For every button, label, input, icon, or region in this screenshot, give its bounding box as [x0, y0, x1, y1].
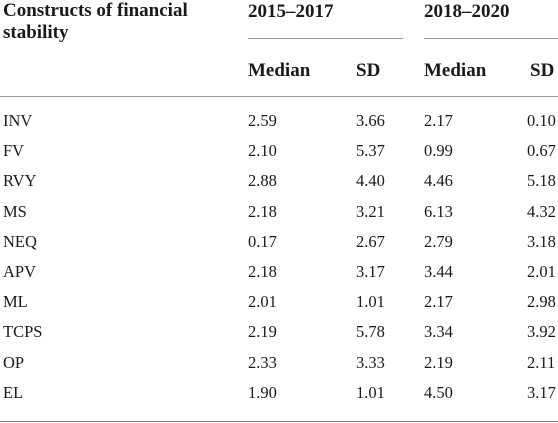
sd-2018-2020: 2.01 [527, 261, 556, 281]
table-row: TCPS 2.19 5.78 3.34 3.92 [0, 322, 558, 352]
median-2018-2020: 2.79 [424, 231, 453, 251]
table-row: INV 2.59 3.66 2.17 0.10 [0, 111, 558, 141]
construct-name: MS [3, 201, 27, 221]
table-row: RVY 2.88 4.40 4.46 5.18 [0, 171, 558, 201]
table-row: FV 2.10 5.37 0.99 0.67 [0, 141, 558, 171]
median-2015-2017: 2.01 [248, 292, 277, 312]
construct-name: NEQ [3, 231, 37, 251]
median-2015-2017: 2.18 [248, 201, 277, 221]
median-2015-2017: 2.18 [248, 261, 277, 281]
median-2015-2017: 2.88 [248, 171, 277, 191]
construct-name: OP [3, 352, 25, 372]
header-rule [0, 96, 558, 97]
bottom-rule [0, 421, 558, 422]
table-row: NEQ 0.17 2.67 2.79 3.18 [0, 232, 558, 262]
construct-name: INV [3, 111, 33, 130]
sd-2015-2017: 4.40 [356, 171, 385, 191]
median-2015-2017: 0.17 [248, 231, 277, 251]
median-2018-2020: 6.13 [424, 201, 453, 221]
period-rule-2 [424, 38, 558, 39]
table-row: MS 2.18 3.21 6.13 4.32 [0, 202, 558, 232]
first-column-header: Constructs of financial stability [3, 0, 188, 43]
sd-2015-2017: 1.01 [356, 382, 385, 402]
median-2018-2020: 4.46 [424, 171, 453, 191]
period-header-2015-2017: 2015–2017 [248, 1, 334, 22]
median-2015-2017: 1.90 [248, 382, 277, 402]
construct-name: FV [3, 141, 25, 161]
construct-name: RVY [3, 171, 37, 191]
median-2018-2020: 2.17 [424, 111, 453, 130]
sd-2015-2017: 1.01 [356, 292, 385, 312]
median-2015-2017: 2.19 [248, 322, 277, 342]
sd-2015-2017: 3.66 [356, 111, 385, 130]
sd-2018-2020: 5.18 [527, 171, 556, 191]
sd-2018-2020: 0.67 [527, 141, 556, 161]
sd-2018-2020: 2.11 [527, 352, 556, 372]
construct-name: ML [3, 292, 28, 312]
sd-2018-2020: 3.18 [527, 231, 556, 251]
sd-2018-2020: 0.10 [527, 111, 556, 130]
median-2018-2020: 3.44 [424, 261, 453, 281]
sd-2015-2017: 3.21 [356, 201, 385, 221]
table-body: INV 2.59 3.66 2.17 0.10 FV 2.10 5.37 0.9… [0, 111, 558, 413]
sd-header-1: SD [356, 60, 381, 81]
construct-name: EL [3, 382, 24, 402]
median-header-1: Median [248, 60, 311, 81]
table-row: ML 2.01 1.01 2.17 2.98 [0, 292, 558, 322]
median-2018-2020: 0.99 [424, 141, 453, 161]
sd-header-2: SD [530, 60, 555, 81]
construct-name: TCPS [3, 322, 43, 342]
period-header-2018-2020: 2018–2020 [424, 1, 510, 22]
median-2018-2020: 3.34 [424, 322, 453, 342]
table-row: EL 1.90 1.01 4.50 3.17 [0, 383, 558, 413]
median-2018-2020: 2.19 [424, 352, 453, 372]
sd-2015-2017: 5.78 [356, 322, 385, 342]
median-2018-2020: 2.17 [424, 292, 453, 312]
construct-name: APV [3, 261, 37, 281]
median-2015-2017: 2.59 [248, 111, 277, 130]
sd-2018-2020: 3.92 [527, 322, 556, 342]
period-rule-1 [248, 38, 403, 39]
table-row: APV 2.18 3.17 3.44 2.01 [0, 262, 558, 292]
sd-2015-2017: 3.33 [356, 352, 385, 372]
median-2015-2017: 2.33 [248, 352, 277, 372]
sd-2018-2020: 3.17 [527, 382, 556, 402]
sd-2015-2017: 5.37 [356, 141, 385, 161]
sd-2015-2017: 2.67 [356, 231, 385, 251]
table-row: OP 2.33 3.33 2.19 2.11 [0, 353, 558, 383]
sd-2018-2020: 2.98 [527, 292, 556, 312]
median-2018-2020: 4.50 [424, 382, 453, 402]
median-2015-2017: 2.10 [248, 141, 277, 161]
median-header-2: Median [424, 60, 487, 81]
sd-2015-2017: 3.17 [356, 261, 385, 281]
sd-2018-2020: 4.32 [527, 201, 556, 221]
